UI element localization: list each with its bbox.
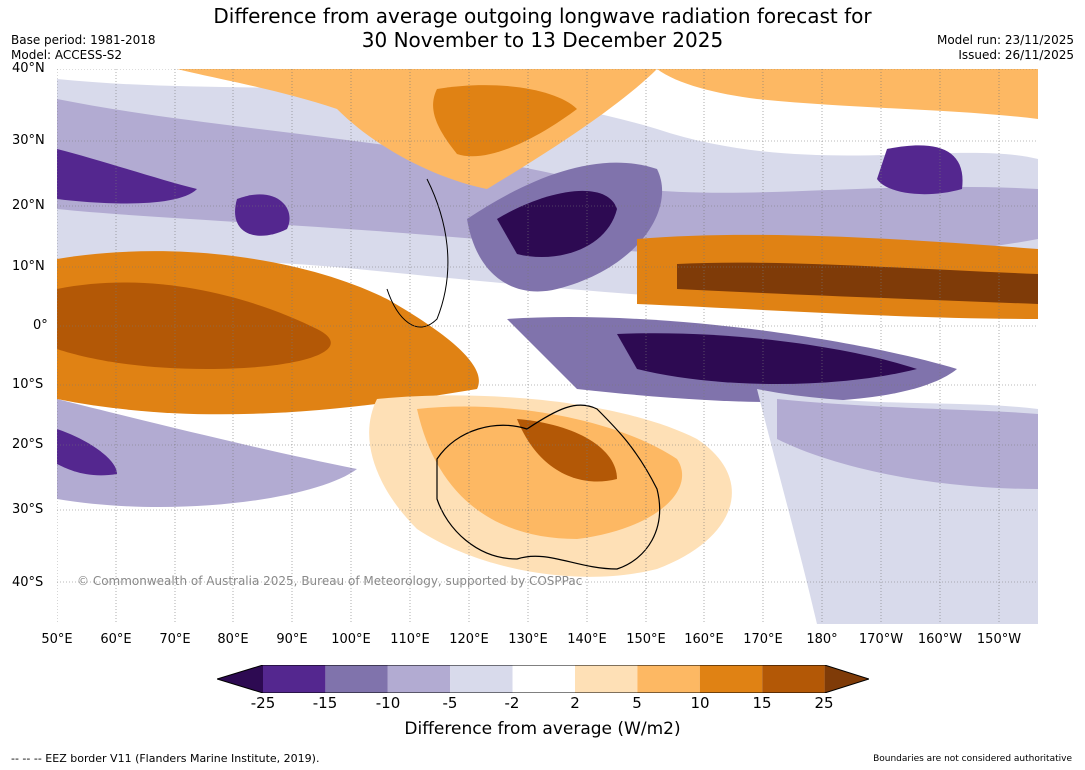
lat-label: 20°S (12, 437, 44, 452)
colorbar-segment (637, 665, 700, 693)
colorbar-tick: -25 (250, 694, 276, 712)
lon-label: 160°W (917, 632, 963, 647)
australia-coastline (436, 404, 661, 570)
colorbar (217, 665, 869, 693)
lon-label: 130°E (508, 632, 548, 647)
map-title: Difference from average outgoing longwav… (0, 4, 1085, 52)
npac-patch (877, 145, 963, 195)
south-pacific-purple (777, 399, 1038, 489)
indochina-patch (235, 194, 290, 236)
copyright-notice: © Commonwealth of Australia 2025, Bureau… (77, 574, 583, 588)
lat-label: 0° (33, 318, 48, 333)
title-line-1: Difference from average outgoing longwav… (213, 4, 872, 28)
lat-label: 30°N (12, 133, 45, 148)
colorbar-tick: 2 (570, 694, 580, 712)
indian-ocean-brown (57, 282, 331, 369)
eq-pacific-brown (677, 262, 1038, 304)
colorbar-label: Difference from average (W/m2) (404, 719, 681, 739)
colorbar-tick: -5 (442, 694, 458, 712)
meta-left: Base period: 1981-2018 Model: ACCESS-S2 (11, 33, 156, 63)
lon-label: 90°E (276, 632, 308, 647)
boundaries-disclaimer: Boundaries are not considered authoritat… (873, 754, 1072, 764)
lon-label: 80°E (217, 632, 249, 647)
colorbar-segment (325, 665, 388, 693)
australia-dark-orange (517, 419, 617, 482)
map-svg (57, 69, 1038, 624)
meta-right: Model run: 23/11/2025 Issued: 26/11/2025 (937, 33, 1074, 63)
lat-label: 40°N (12, 61, 45, 76)
colorbar-tick: -10 (375, 694, 401, 712)
colorbar-segment (575, 665, 638, 693)
title-line-2: 30 November to 13 December 2025 (361, 28, 724, 52)
issued-date: Issued: 26/11/2025 (958, 48, 1074, 62)
colorbar-segment (387, 665, 451, 693)
lat-label: 20°N (12, 198, 45, 213)
model-run: Model run: 23/11/2025 (936, 33, 1074, 47)
eez-footnote: -- -- -- EEZ border V11 (Flanders Marine… (11, 752, 320, 765)
colorbar-segment (512, 665, 575, 693)
grid-lines (57, 69, 1038, 624)
lon-label: 170°W (858, 632, 904, 647)
colorbar-segment (762, 665, 825, 693)
colorbar-high-arrow (824, 665, 869, 693)
north-pacific-orange (657, 69, 1038, 119)
colorbar-low-arrow (217, 665, 263, 693)
colorbar-segment (450, 665, 513, 693)
colorbar-segment (699, 665, 763, 693)
lon-label: 120°E (449, 632, 489, 647)
lon-label: 150°W (976, 632, 1022, 647)
lon-label: 60°E (100, 632, 132, 647)
colorbar-tick: 10 (690, 694, 710, 712)
lat-label: 40°S (12, 575, 44, 590)
colorbar-tick: -2 (504, 694, 520, 712)
map-area: © Commonwealth of Australia 2025, Bureau… (57, 69, 1038, 624)
australia-orange (417, 406, 683, 539)
lat-label: 30°S (12, 502, 44, 517)
lon-label: 180° (806, 632, 838, 647)
colorbar-tick: 15 (752, 694, 772, 712)
south-indian-patch (57, 429, 117, 476)
lon-label: 160°E (684, 632, 724, 647)
lon-label: 110°E (390, 632, 430, 647)
lon-label: 140°E (567, 632, 607, 647)
south-indian-purple (57, 399, 357, 508)
colorbar-tick: -15 (312, 694, 338, 712)
lon-label: 50°E (41, 632, 73, 647)
lat-label: 10°N (12, 259, 45, 274)
lon-label: 100°E (331, 632, 371, 647)
colorbar-tick: 25 (814, 694, 834, 712)
lon-label: 150°E (626, 632, 666, 647)
spcz-deep-purple (617, 333, 917, 384)
lon-label: 70°E (159, 632, 191, 647)
lat-label: 10°S (12, 377, 44, 392)
model-name: Model: ACCESS-S2 (11, 48, 123, 62)
colorbar-tick: 5 (632, 694, 642, 712)
lon-label: 170°E (743, 632, 783, 647)
colorbar-segment (263, 665, 326, 693)
nw-patch (57, 149, 197, 204)
asia-coastline (386, 178, 449, 328)
base-period: Base period: 1981-2018 (11, 33, 156, 47)
